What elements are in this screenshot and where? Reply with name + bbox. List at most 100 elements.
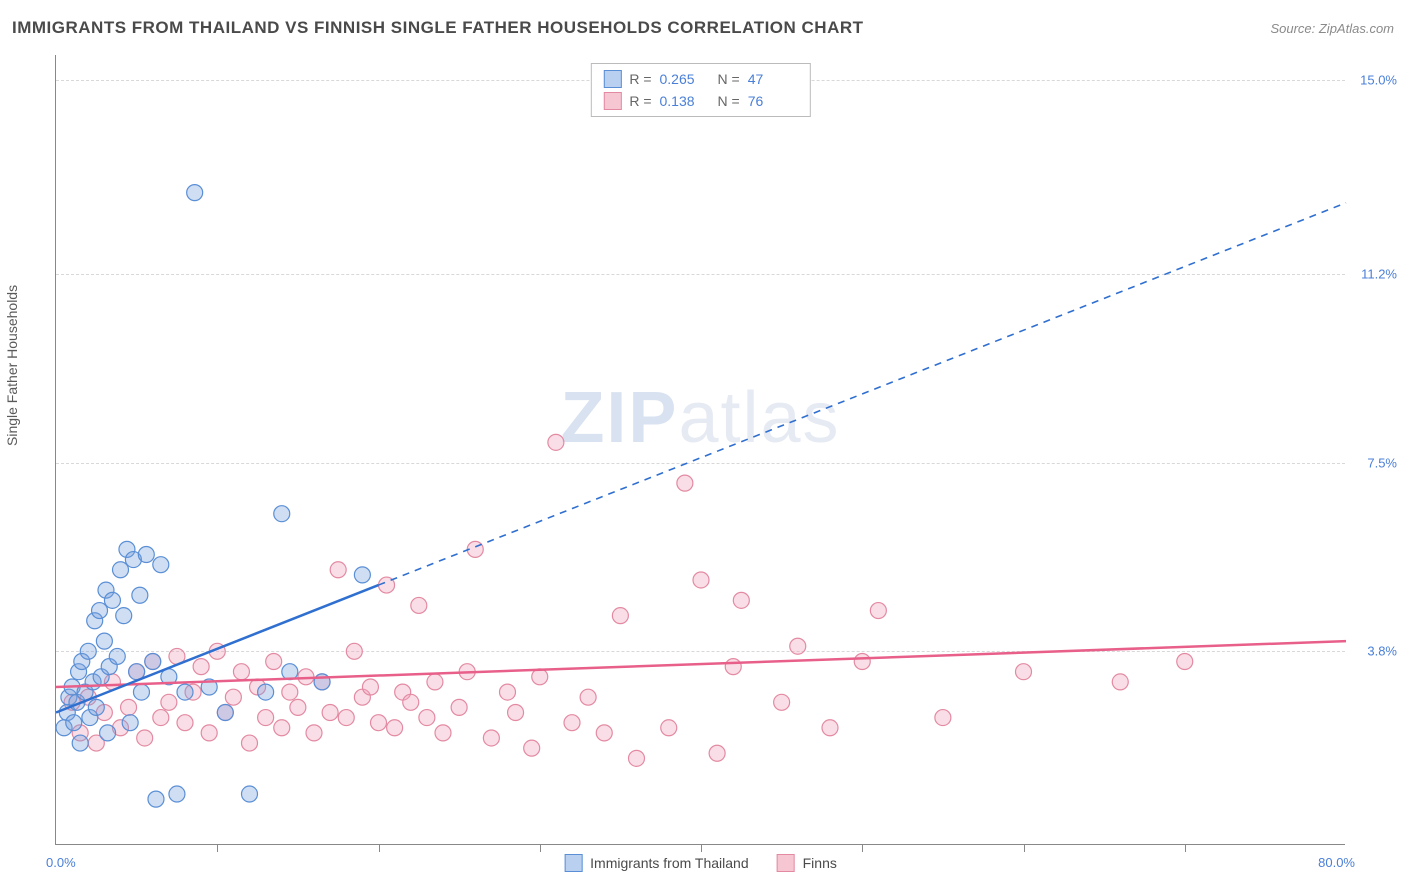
pink-point <box>274 720 290 736</box>
pink-point <box>935 710 951 726</box>
r-value-blue: 0.265 <box>660 71 710 87</box>
y-tick-label: 11.2% <box>1361 267 1397 282</box>
x-tick <box>540 844 541 852</box>
y-tick-label: 7.5% <box>1367 455 1397 470</box>
pink-point <box>870 603 886 619</box>
pink-point <box>121 699 137 715</box>
pink-point <box>677 475 693 491</box>
n-label: N = <box>718 71 740 87</box>
blue-point <box>258 684 274 700</box>
pink-point <box>822 720 838 736</box>
blue-point <box>88 699 104 715</box>
r-value-pink: 0.138 <box>660 93 710 109</box>
y-axis-label: Single Father Households <box>4 285 20 446</box>
pink-point <box>725 659 741 675</box>
pink-point <box>225 689 241 705</box>
pink-point <box>564 715 580 731</box>
pink-point <box>790 638 806 654</box>
legend-swatch-blue-2 <box>564 854 582 872</box>
blue-point <box>113 562 129 578</box>
x-tick <box>862 844 863 852</box>
legend-swatch-pink <box>603 92 621 110</box>
trend-line-pink <box>56 641 1346 687</box>
blue-point <box>132 587 148 603</box>
pink-point <box>161 694 177 710</box>
pink-point <box>282 684 298 700</box>
pink-point <box>419 710 435 726</box>
pink-point <box>435 725 451 741</box>
blue-point <box>122 715 138 731</box>
blue-point <box>116 608 132 624</box>
pink-point <box>612 608 628 624</box>
pink-point <box>733 592 749 608</box>
blue-point <box>109 648 125 664</box>
pink-point <box>371 715 387 731</box>
legend-item-blue: Immigrants from Thailand <box>564 854 748 872</box>
blue-point <box>274 506 290 522</box>
blue-point <box>80 643 96 659</box>
pink-point <box>548 434 564 450</box>
y-tick-label: 3.8% <box>1367 644 1397 659</box>
pink-point <box>596 725 612 741</box>
legend-stats: R = 0.265 N = 47 R = 0.138 N = 76 <box>590 63 810 117</box>
pink-point <box>201 725 217 741</box>
chart-source: Source: ZipAtlas.com <box>1270 21 1394 36</box>
pink-point <box>403 694 419 710</box>
legend-stats-row-pink: R = 0.138 N = 76 <box>603 90 797 112</box>
blue-point <box>187 185 203 201</box>
pink-point <box>661 720 677 736</box>
blue-point <box>138 546 154 562</box>
x-tick <box>1185 844 1186 852</box>
blue-point <box>92 603 108 619</box>
pink-point <box>709 745 725 761</box>
legend-label-blue: Immigrants from Thailand <box>590 855 748 871</box>
pink-point <box>233 664 249 680</box>
chart-header: IMMIGRANTS FROM THAILAND VS FINNISH SING… <box>12 18 1394 38</box>
pink-point <box>137 730 153 746</box>
blue-point <box>354 567 370 583</box>
pink-point <box>1112 674 1128 690</box>
blue-point <box>100 725 116 741</box>
x-tick <box>701 844 702 852</box>
pink-point <box>322 704 338 720</box>
pink-point <box>258 710 274 726</box>
pink-point <box>290 699 306 715</box>
blue-point <box>72 735 88 751</box>
x-tick <box>217 844 218 852</box>
n-value-pink: 76 <box>748 93 798 109</box>
pink-point <box>693 572 709 588</box>
blue-point <box>148 791 164 807</box>
legend-label-pink: Finns <box>803 855 837 871</box>
pink-point <box>266 654 282 670</box>
pink-point <box>508 704 524 720</box>
pink-point <box>483 730 499 746</box>
blue-point <box>66 715 82 731</box>
pink-point <box>854 654 870 670</box>
pink-point <box>153 710 169 726</box>
blue-point <box>104 592 120 608</box>
blue-point <box>133 684 149 700</box>
pink-point <box>500 684 516 700</box>
pink-point <box>193 659 209 675</box>
legend-stats-row-blue: R = 0.265 N = 47 <box>603 68 797 90</box>
pink-point <box>427 674 443 690</box>
chart-svg <box>56 55 1345 844</box>
blue-point <box>96 633 112 649</box>
r-label: R = <box>629 71 651 87</box>
r-label: R = <box>629 93 651 109</box>
trend-line-blue-dashed <box>379 203 1347 585</box>
pink-point <box>524 740 540 756</box>
pink-point <box>580 689 596 705</box>
blue-point <box>217 704 233 720</box>
blue-point <box>145 654 161 670</box>
blue-point <box>177 684 193 700</box>
n-label: N = <box>718 93 740 109</box>
pink-point <box>774 694 790 710</box>
blue-point <box>242 786 258 802</box>
pink-point <box>1016 664 1032 680</box>
pink-point <box>1177 654 1193 670</box>
pink-point <box>629 750 645 766</box>
pink-point <box>346 643 362 659</box>
blue-point <box>169 786 185 802</box>
pink-point <box>177 715 193 731</box>
